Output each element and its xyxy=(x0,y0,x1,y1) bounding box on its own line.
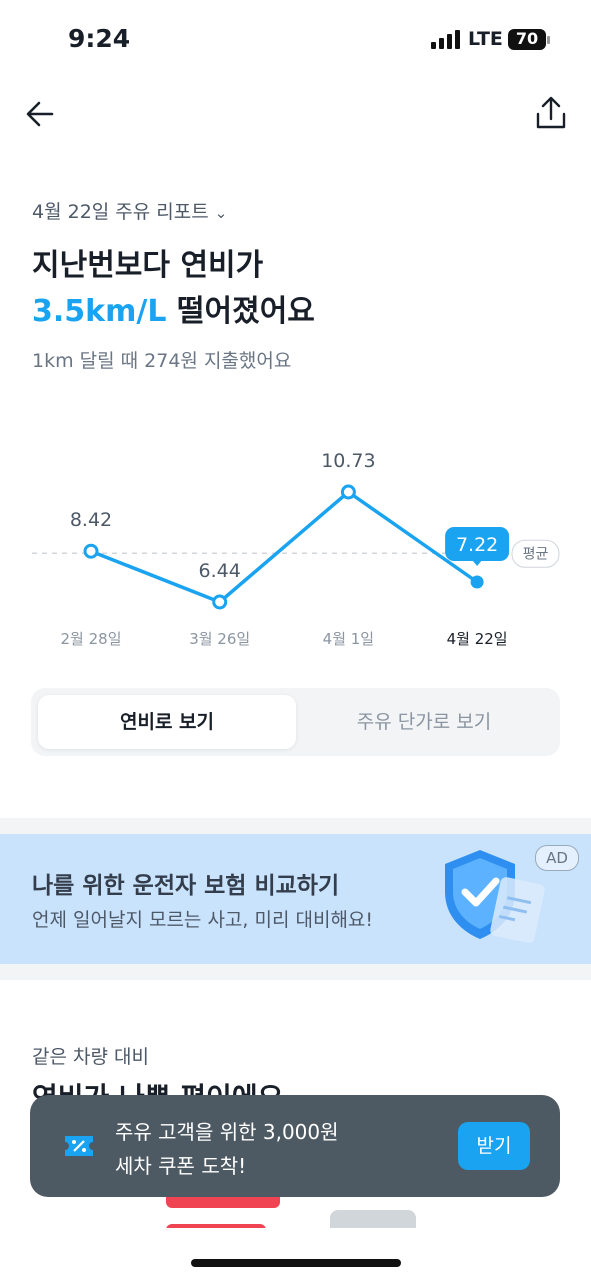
ad-title: 나를 위한 운전자 보험 비교하기 xyxy=(32,873,340,899)
headline: 지난번보다 연비가 3.5km/L 떨어졌어요 xyxy=(32,243,315,335)
separator xyxy=(0,964,591,980)
battery-icon xyxy=(508,29,550,50)
toggle: 연비로 보기 주유 단가로 보기 xyxy=(31,688,560,756)
bottom-area xyxy=(0,1228,591,1280)
status-network: LTE xyxy=(468,28,503,50)
toast-line1: 주유 고객을 위한 3,000원 xyxy=(115,1120,339,1144)
x-tick-label: 4월 1일 xyxy=(323,630,374,648)
value-badge xyxy=(445,527,510,561)
value-badge-tail xyxy=(472,560,483,566)
value-label: 8.42 xyxy=(70,509,112,531)
toggle-option[interactable]: 주유 단가로 보기 xyxy=(356,711,492,733)
average-badge xyxy=(511,539,560,568)
coupon-icon xyxy=(65,1136,93,1156)
toast-button[interactable]: 받기 xyxy=(458,1122,530,1170)
ad-badge: AD xyxy=(535,845,579,871)
headline-line1: 지난번보다 연비가 xyxy=(32,248,264,283)
date-selector[interactable]: 4월 22일 주유 리포트 ⌄ xyxy=(32,201,228,223)
comparison-label: 같은 차량 대비 xyxy=(32,1046,149,1068)
back-button[interactable] xyxy=(24,98,56,130)
average-label: 평균 xyxy=(523,546,549,562)
point xyxy=(340,484,356,500)
line xyxy=(90,490,479,604)
x-tick-label: 3월 26일 xyxy=(189,630,250,648)
point xyxy=(83,543,99,559)
headline-rest: 떨어졌어요 xyxy=(176,294,315,329)
share-button[interactable] xyxy=(534,96,568,132)
toast-line2: 세차 쿠폰 도착! xyxy=(115,1154,247,1178)
status-time: 9:24 xyxy=(68,24,131,53)
value-label: 10.73 xyxy=(321,450,375,472)
battery-level: 70 xyxy=(515,29,539,48)
ad-illustration xyxy=(445,850,545,944)
separator xyxy=(0,818,591,834)
signal-icon xyxy=(431,30,460,49)
point xyxy=(212,594,228,610)
toggle-option[interactable]: 연비로 보기 xyxy=(38,695,296,749)
date-text: 4월 22일 주유 리포트 xyxy=(32,201,209,223)
ad-text: 언제 일어날지 모르는 사고, 미리 대비해요! xyxy=(32,909,374,931)
x-tick-label: 4월 22일 xyxy=(447,630,508,648)
home-indicator xyxy=(191,1259,401,1267)
chart: 평균 8.42 2월 28일 6.44 3월 26일 10.73 4월 1일 7.22 4월 2… xyxy=(32,446,560,648)
x-tick-label: 2월 28일 xyxy=(61,630,122,648)
value-label: 6.44 xyxy=(199,560,241,582)
headline-highlight: 3.5km/L xyxy=(32,294,167,329)
value-label: 7.22 xyxy=(456,534,498,556)
point xyxy=(470,575,484,589)
subtitle: 1km 달릴 때 274원 지출했어요 xyxy=(32,350,292,372)
